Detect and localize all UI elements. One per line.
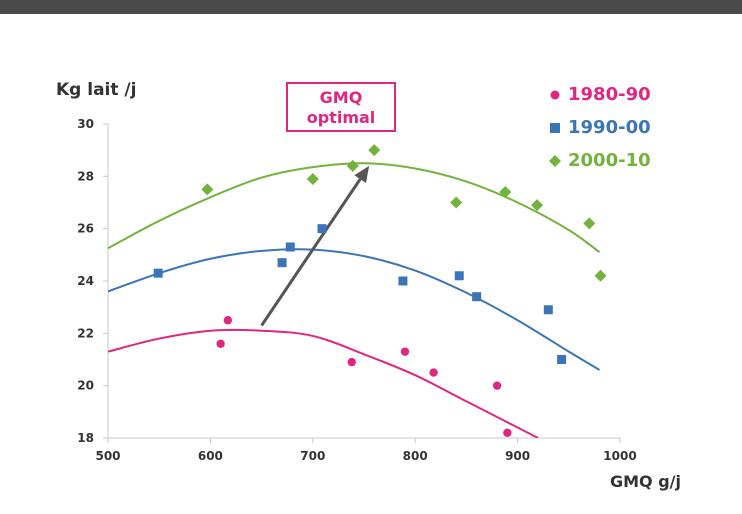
data-point-1980-90 [492,381,502,390]
y-tick-label: 22 [77,326,94,340]
x-tick-label: 900 [505,449,530,463]
trend-line-1990-00 [108,248,601,371]
optimal-arrow-head [354,165,370,184]
data-point-1980-90 [347,357,356,367]
legend-circle-icon [546,90,564,100]
data-point-2000-10 [368,144,381,157]
data-point-1980-90 [400,347,410,356]
legend-label-1980-90: 1980-90 [568,84,651,105]
top-bar [0,0,742,14]
y-tick-label: 18 [77,431,94,445]
trend-line-1980-90 [108,328,539,438]
data-point-1990-00 [285,242,295,252]
data-point-1980-90 [429,368,438,377]
data-point-1990-00 [543,305,553,315]
data-point-2000-10 [201,183,214,196]
legend-label-2000-10: 2000-10 [568,150,651,171]
legend-item-1980-90: 1980-90 [546,78,651,111]
trend-line-2000-10 [108,162,601,254]
data-point-2000-10 [531,199,544,212]
data-point-2000-10 [450,196,463,209]
y-tick-label: 20 [77,379,94,393]
y-tick-label: 30 [77,117,94,131]
legend-item-1990-00: 1990-00 [546,111,651,144]
annotation-line-1: GMQ [319,88,363,107]
data-point-1980-90 [223,316,233,325]
data-point-2000-10 [499,186,512,199]
data-point-1990-00 [153,268,163,278]
y-tick-label: 26 [77,222,94,236]
y-axis-label: Kg lait /j [56,80,137,100]
data-point-1990-00 [454,271,464,281]
annotation-line-2: optimal [306,108,376,127]
data-point-1990-00 [472,292,482,302]
legend: 1980-90 1990-00 2000-10 [546,78,651,177]
x-tick-label: 1000 [603,449,636,463]
data-point-2000-10 [346,159,359,172]
data-point-1990-00 [557,355,567,364]
data-point-1990-00 [398,276,408,286]
x-tick-label: 600 [198,449,223,463]
x-tick-label: 700 [300,449,325,463]
y-tick-label: 24 [77,274,94,288]
gmq-optimal-annotation: GMQ optimal [286,82,396,132]
legend-diamond-icon [546,154,564,167]
data-point-2000-10 [306,172,319,185]
legend-square-icon [546,122,564,133]
data-point-2000-10 [583,217,596,230]
data-point-1990-00 [277,258,287,268]
x-tick-label: 800 [403,449,428,463]
optimal-arrow-shaft [260,178,362,327]
data-point-1990-00 [317,224,327,234]
x-axis-label: GMQ g/j [610,472,682,491]
y-tick-label: 28 [77,169,94,183]
legend-label-1990-00: 1990-00 [568,117,651,138]
data-point-1980-90 [216,339,225,348]
data-point-2000-10 [594,269,607,282]
data-point-1980-90 [503,428,512,437]
x-tick-label: 500 [95,449,120,463]
legend-item-2000-10: 2000-10 [546,144,651,177]
